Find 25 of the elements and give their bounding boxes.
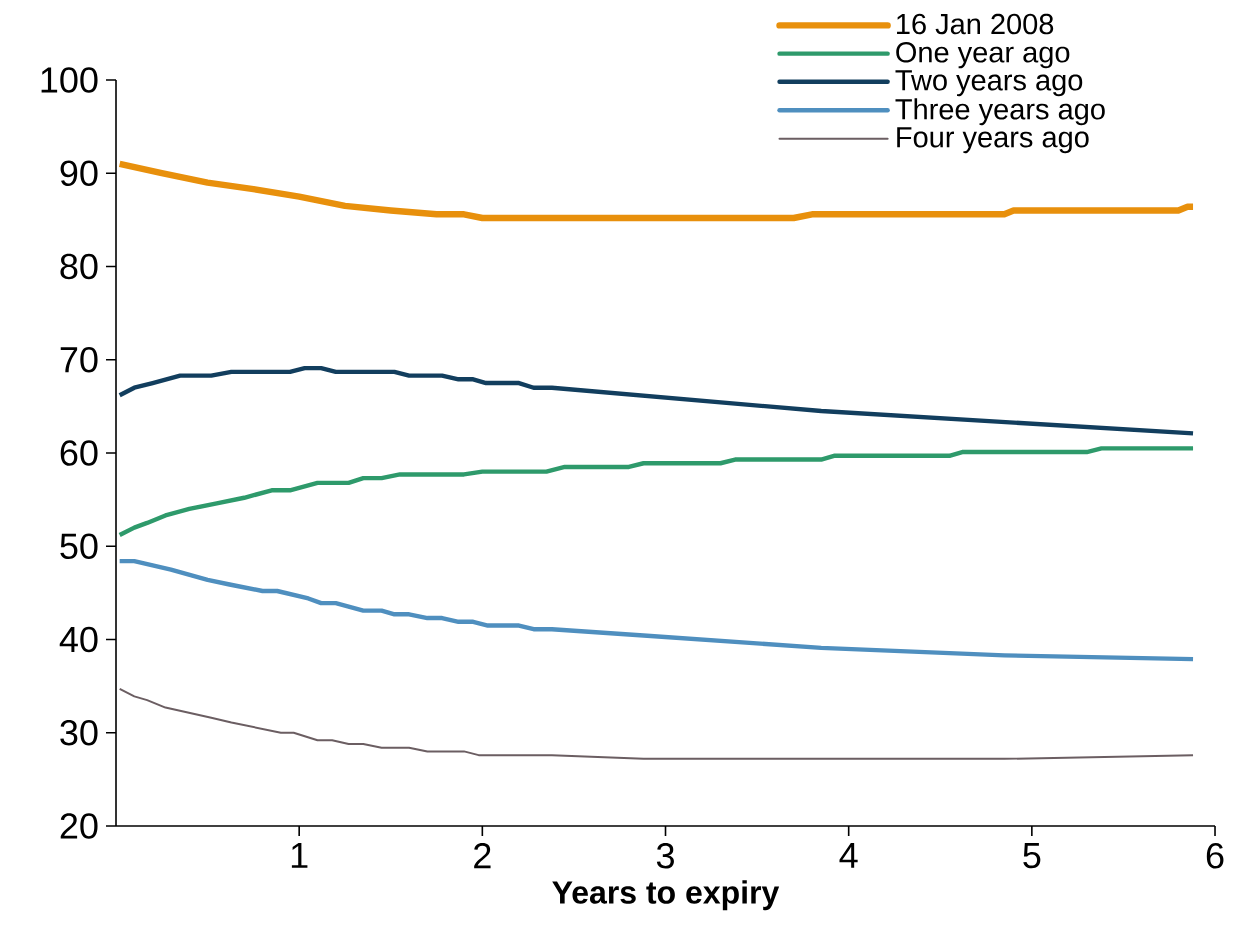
legend-label: 16 Jan 2008: [897, 13, 1054, 35]
legend-label: Three years ago: [895, 98, 1105, 126]
line-series: [117, 558, 1196, 662]
x-tick-label: 6: [1206, 843, 1224, 869]
line-series: [117, 446, 1196, 538]
x-tick-label: 1: [291, 843, 308, 868]
y-tick-label: 40: [59, 626, 98, 653]
y-tick-label: 70: [60, 346, 98, 373]
legend-label: One year ago: [896, 42, 1070, 69]
line-series: [118, 687, 1195, 760]
legend-label: Four years ago: [897, 127, 1089, 154]
x-tick-label: 3: [656, 843, 674, 869]
y-tick-label: 100: [41, 67, 98, 93]
y-tick-label: 90: [60, 160, 98, 186]
y-tick-label: 60: [60, 440, 98, 466]
y-tick-label: 80: [60, 253, 98, 280]
line-series: [117, 365, 1196, 436]
x-axis-title: Years to expiry: [552, 880, 780, 911]
y-tick-label: 20: [60, 813, 98, 839]
legend-label: Two years ago: [895, 70, 1083, 97]
x-tick-label: 5: [1023, 843, 1041, 869]
y-tick-label: 30: [60, 719, 98, 746]
y-tick-label: 50: [60, 533, 98, 559]
x-tick-label: 2: [474, 843, 491, 869]
x-tick-label: 4: [839, 843, 858, 868]
